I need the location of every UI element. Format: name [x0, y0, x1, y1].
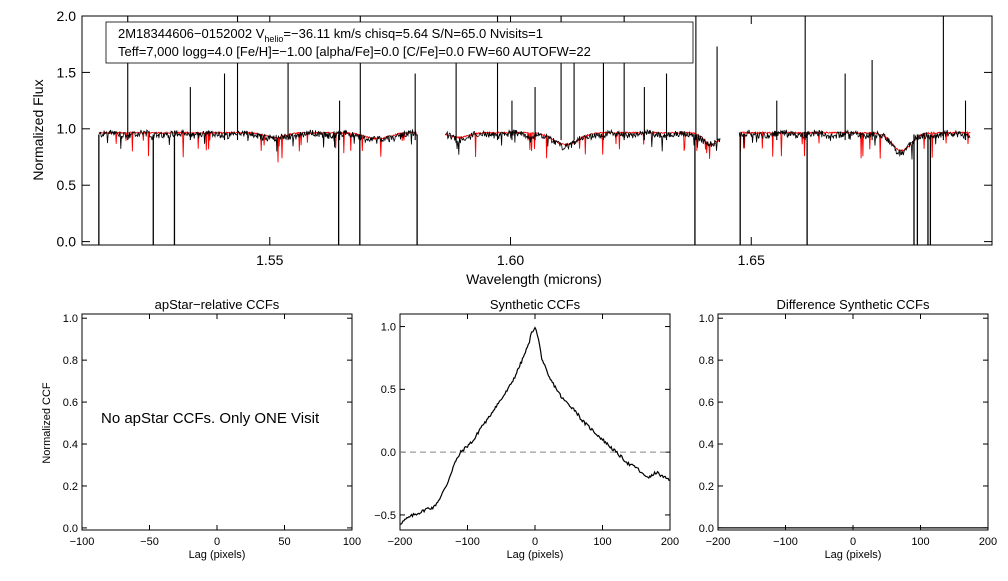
spectrum-axes-frame	[81, 15, 993, 246]
apstar-ticks: −100 −50 0 50 100 0.0 0.2 0.4 0.6 0.8 1.0	[63, 313, 361, 548]
x-tick-label: −100	[773, 536, 798, 548]
model-spectrum-line	[98, 130, 417, 163]
synthetic-title: Synthetic CCFs	[490, 297, 581, 312]
y-tick-label: 0.2	[63, 481, 78, 493]
synthetic-x-label: Lag (pixels)	[507, 549, 564, 561]
x-tick-label: 1.55	[256, 252, 283, 268]
apstar-title: apStar−relative CCFs	[155, 297, 280, 312]
x-tick-label: −100	[70, 536, 95, 548]
observed-spectrum-line	[98, 128, 417, 152]
x-tick-label: 50	[278, 536, 290, 548]
synthetic-lines	[399, 326, 671, 525]
apstar-ccf-panel: −100 −50 0 50 100 0.0 0.2 0.4 0.6 0.8 1.0 apStar−r…	[41, 297, 361, 561]
y-tick-label: 0.4	[63, 439, 78, 451]
synthetic-ticks: −200 −100 0 100 200 −0.5 0.0 0.5 1.0	[374, 314, 679, 548]
x-tick-label: 100	[911, 536, 929, 548]
y-tick-label: 0.6	[63, 397, 78, 409]
star-id-text: 2M18344606−0152002 V	[118, 26, 265, 41]
y-tick-label: 1.0	[63, 313, 78, 325]
difference-title: Difference Synthetic CCFs	[777, 297, 930, 312]
y-tick-label: −0.5	[374, 510, 396, 522]
x-tick-label: −200	[706, 536, 731, 548]
x-tick-label: 0	[532, 536, 538, 548]
spectrum-info-box	[105, 21, 694, 64]
stats-text: =−36.11 km/s chisq=5.64 S/N=65.0 Nvisits…	[283, 26, 543, 41]
spectrum-ticks: 1.55 1.60 1.65 0.0 0.5 1.0 1.5 2.0	[57, 8, 992, 268]
y-tick-label: 0.0	[63, 523, 78, 535]
y-tick-label: 1.5	[57, 64, 77, 80]
x-tick-label: 1.65	[738, 252, 765, 268]
x-tick-label: −50	[140, 536, 159, 548]
x-tick-label: 200	[661, 536, 679, 548]
difference-ccf-panel: −200 −100 0 100 200 0.0 0.2 0.4 0.6 0.8 1.0 Differ…	[699, 297, 997, 561]
x-tick-label: −100	[455, 536, 480, 548]
spectrum-x-label: Wavelength (microns)	[466, 271, 602, 287]
y-tick-label: 2.0	[57, 8, 77, 24]
helio-subscript: helio	[264, 34, 283, 44]
x-tick-label: −200	[388, 536, 413, 548]
synthetic-ccf-line	[399, 326, 671, 525]
y-tick-label: 1.0	[57, 121, 77, 137]
y-tick-label: 0.0	[57, 234, 77, 250]
x-tick-label: 1.60	[497, 252, 524, 268]
y-tick-label: 0.6	[699, 397, 714, 409]
synthetic-ccf-panel: −200 −100 0 100 200 −0.5 0.0 0.5 1.0 Synthetic C…	[374, 297, 679, 561]
y-tick-label: 1.0	[699, 313, 714, 325]
difference-x-label: Lag (pixels)	[825, 549, 882, 561]
y-tick-label: 0.5	[381, 384, 396, 396]
y-tick-label: 0.2	[699, 481, 714, 493]
y-tick-label: 0.8	[699, 355, 714, 367]
spectrum-info-line1: 2M18344606−0152002 Vhelio=−36.11 km/s ch…	[118, 26, 543, 44]
y-tick-label: 0.5	[57, 177, 77, 193]
spectrum-y-label: Normalized Flux	[30, 79, 46, 180]
x-tick-label: 100	[593, 536, 611, 548]
x-tick-label: 0	[214, 536, 220, 548]
apstar-y-label: Normalized CCF	[41, 382, 53, 464]
y-tick-label: 0.0	[699, 523, 714, 535]
spectrum-info-line2: Teff=7,000 logg=4.0 [Fe/H]=−1.00 [alpha/…	[118, 44, 591, 59]
spectrum-lines	[98, 16, 971, 245]
x-tick-label: 100	[343, 536, 361, 548]
observed-spectrum-line	[738, 129, 971, 160]
spectrum-panel: 1.55 1.60 1.65 0.0 0.5 1.0 1.5 2.0 2M18344606−0…	[30, 8, 993, 287]
difference-ticks: −200 −100 0 100 200 0.0 0.2 0.4 0.6 0.8 1.0	[699, 313, 997, 548]
apstar-annotation: No apStar CCFs. Only ONE Visit	[101, 410, 320, 427]
y-tick-label: 0.8	[63, 355, 78, 367]
y-tick-label: 1.0	[381, 321, 396, 333]
y-tick-label: 0.4	[699, 439, 714, 451]
x-tick-label: 200	[979, 536, 997, 548]
apstar-x-label: Lag (pixels)	[189, 549, 246, 561]
x-tick-label: 0	[850, 536, 856, 548]
y-tick-label: 0.0	[381, 447, 396, 459]
observed-spectrum-line	[445, 128, 721, 155]
